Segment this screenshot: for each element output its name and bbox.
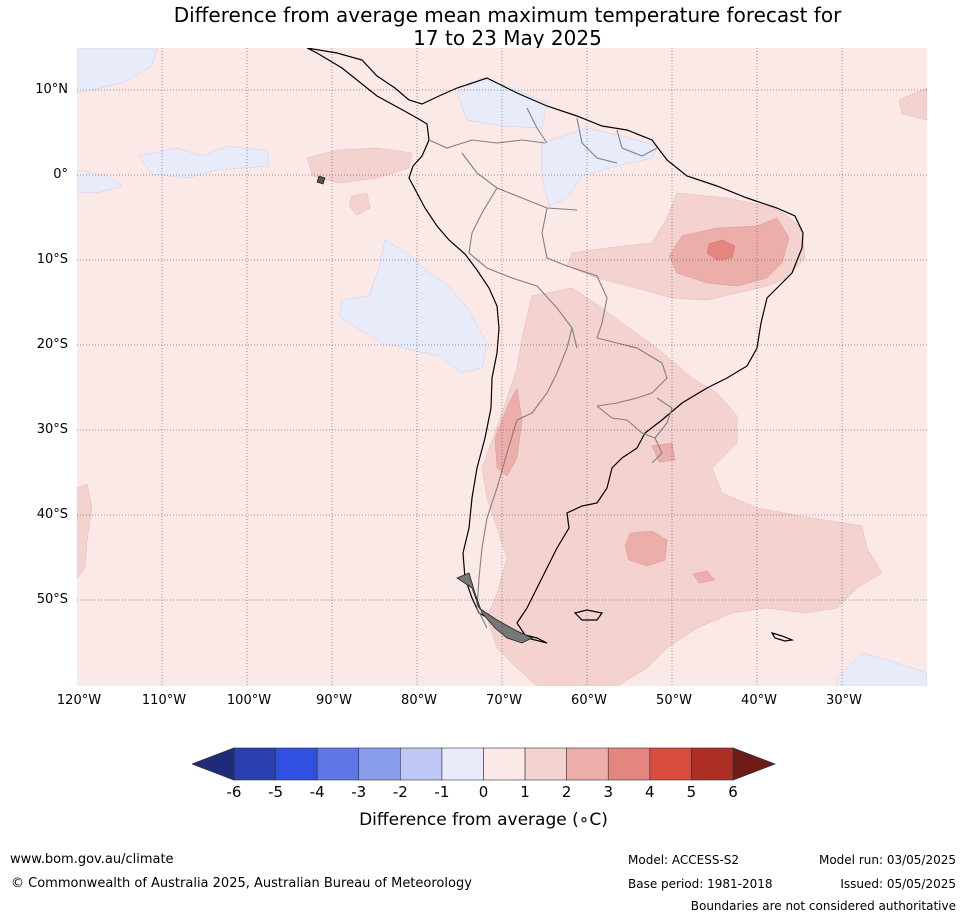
title-line-2: 17 to 23 May 2025	[413, 26, 602, 50]
lat-label-30s: 30°S	[36, 422, 68, 437]
colorbar-cell	[691, 747, 734, 781]
colorbar-cell	[441, 747, 484, 781]
lon-label-90w: 90°W	[316, 693, 352, 708]
lon-label-110w: 110°W	[141, 693, 187, 708]
lat-label-10s: 10°S	[36, 252, 68, 267]
anomaly-region-minus1-equatorial	[77, 145, 270, 194]
colorbar-cell	[649, 747, 692, 781]
island-galapagos	[316, 175, 326, 185]
colorbar-cell	[566, 747, 609, 781]
graticule	[77, 48, 927, 686]
colorbar-cell	[524, 747, 567, 781]
colorbar	[192, 747, 776, 781]
footer-model: Model: ACCESS-S2	[628, 853, 740, 867]
anomaly-region-minus1-nw	[77, 48, 158, 94]
lat-label-0: 0°	[53, 167, 68, 182]
anomaly-region-plus2-atlantic-east	[898, 87, 927, 121]
colorbar-cell	[316, 747, 360, 781]
anomaly-region-plus2-pacific-west	[77, 483, 93, 579]
chile-fjords	[456, 572, 533, 644]
footer-url[interactable]: www.bom.gov.au/climate	[10, 852, 174, 867]
lon-label-80w: 80°W	[401, 693, 437, 708]
colorbar-tick-label: -4	[309, 783, 325, 801]
colorbar-tick-label: -3	[351, 783, 367, 801]
colorbar-tick-label: 4	[645, 783, 655, 801]
colorbar-tick-label: 2	[561, 783, 572, 801]
colorbar-tick-label: -1	[434, 783, 450, 801]
map-canvas	[77, 48, 927, 686]
colorbar-tick-label: -6	[226, 783, 242, 801]
lat-label-40s: 40°S	[36, 507, 68, 522]
title-line-1: Difference from average mean maximum tem…	[173, 3, 842, 27]
colorbar-cell	[275, 747, 318, 781]
anomaly-region-minus1-se	[836, 652, 927, 686]
colorbar-cell	[233, 747, 276, 781]
island-falklands	[573, 609, 604, 621]
colorbar-tick-label: 5	[686, 783, 697, 801]
colorbar-cell	[400, 747, 443, 781]
lat-label-20s: 20°S	[36, 337, 68, 352]
colorbar-cell	[358, 747, 401, 781]
anomaly-region-minus1-venezuela	[456, 77, 658, 207]
lon-label-120w: 120°W	[56, 693, 102, 708]
lon-label-100w: 100°W	[226, 693, 272, 708]
colorbar-label: Difference from average (∘C)	[359, 810, 608, 830]
colorbar-tick-label: 6	[728, 783, 738, 801]
footer-model-run: Model run: 03/05/2025	[818, 853, 956, 867]
island-south-georgia	[770, 631, 795, 642]
colorbar-cell	[607, 747, 651, 781]
footer-issued: Issued: 05/05/2025	[840, 877, 956, 891]
colorbar-tick-label: 3	[603, 783, 614, 801]
lon-label-30w: 30°W	[826, 693, 862, 708]
chart-title: Difference from average mean maximum tem…	[0, 4, 965, 50]
colorbar-cell	[483, 747, 526, 781]
colorbar-arrow-right	[732, 747, 776, 781]
lat-label-50s: 50°S	[36, 592, 68, 607]
colorbar-tick-label: 0	[478, 783, 489, 801]
coastline-south-america	[306, 48, 804, 644]
colorbar-tick-label: -5	[268, 783, 284, 801]
footer-base-period: Base period: 1981-2018	[628, 877, 773, 891]
anomaly-region-minus1-peru-offshore	[338, 239, 488, 374]
colorbar-tick-label: 1	[520, 783, 530, 801]
anomaly-region-plus3-south-atlantic	[624, 442, 716, 584]
map-panel	[77, 48, 927, 686]
lon-label-40w: 40°W	[741, 693, 777, 708]
colorbar-tick-label: -2	[392, 783, 408, 801]
borders-countries	[428, 107, 673, 629]
footer-copyright: © Commonwealth of Australia 2025, Austra…	[11, 876, 472, 891]
lon-label-50w: 50°W	[656, 693, 692, 708]
lon-label-60w: 60°W	[571, 693, 607, 708]
lat-label-10n: 10°N	[35, 82, 68, 97]
lon-label-70w: 70°W	[486, 693, 522, 708]
colorbar-arrow-left	[192, 747, 235, 781]
footer-disclaimer: Boundaries are not considered authoritat…	[690, 899, 956, 913]
anomaly-region-plus4-ne-brazil	[706, 239, 736, 261]
